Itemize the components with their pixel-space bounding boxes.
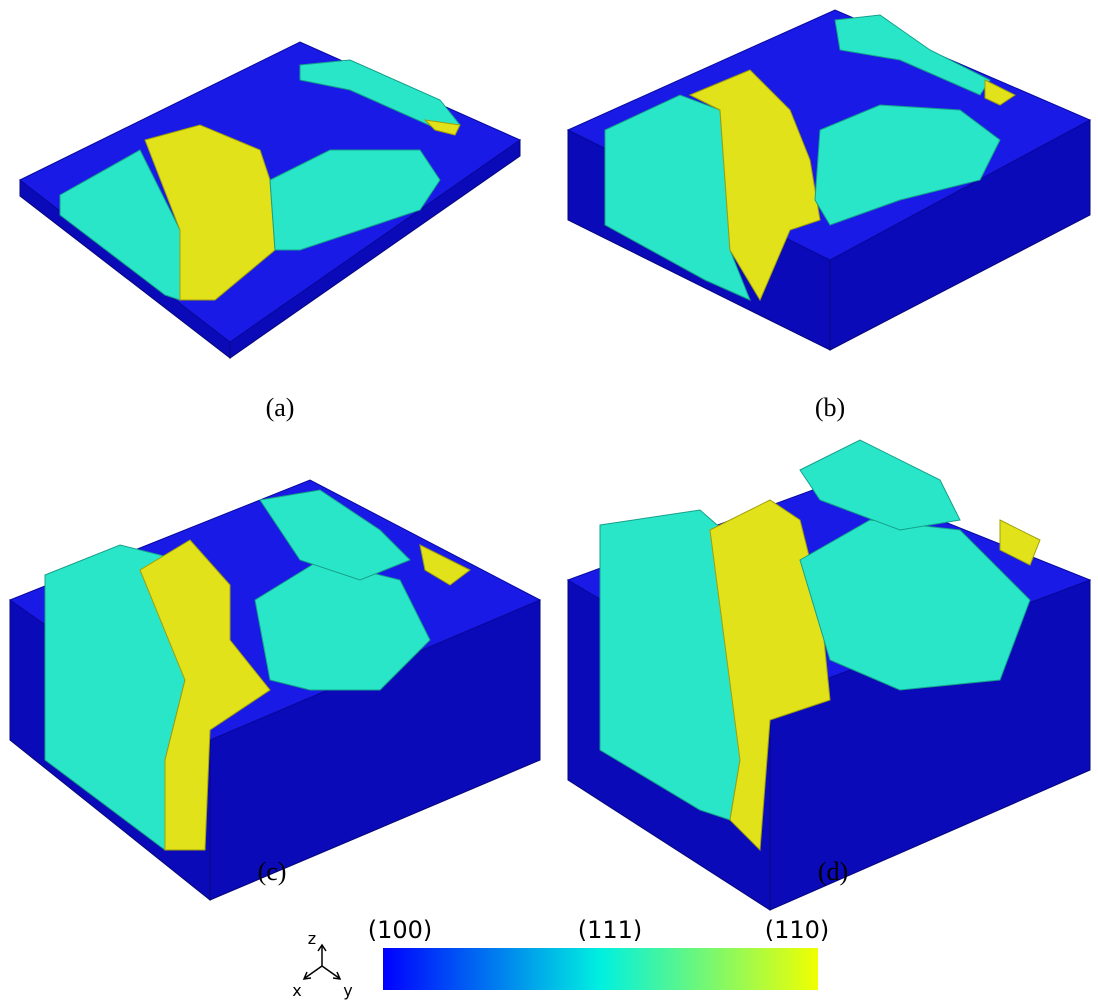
axis-label: x bbox=[292, 981, 301, 1000]
colorbar-label: (110) bbox=[765, 916, 830, 944]
panel-d bbox=[568, 440, 1090, 910]
page: {"panels": [{"caption": "(a)"}, {"captio… bbox=[0, 0, 1098, 1005]
panel-b bbox=[568, 10, 1090, 350]
axis-label: y bbox=[343, 981, 352, 1000]
caption: (d) bbox=[818, 857, 848, 886]
panel-a bbox=[20, 42, 520, 358]
caption: (b) bbox=[815, 393, 845, 422]
axis-arrow bbox=[305, 966, 322, 978]
colorbar-label: (111) bbox=[578, 916, 643, 944]
figure: (a) (b) (c) (d) z x y (100) (111) (110) bbox=[0, 0, 1098, 1005]
axis-label: z bbox=[308, 929, 316, 948]
colorbar-label: (100) bbox=[368, 916, 433, 944]
caption: (a) bbox=[266, 393, 295, 422]
axis-arrow bbox=[322, 966, 339, 978]
caption: (c) bbox=[258, 857, 287, 886]
axis-triad bbox=[304, 945, 340, 979]
panel-c bbox=[10, 480, 540, 900]
colorbar bbox=[383, 948, 818, 990]
